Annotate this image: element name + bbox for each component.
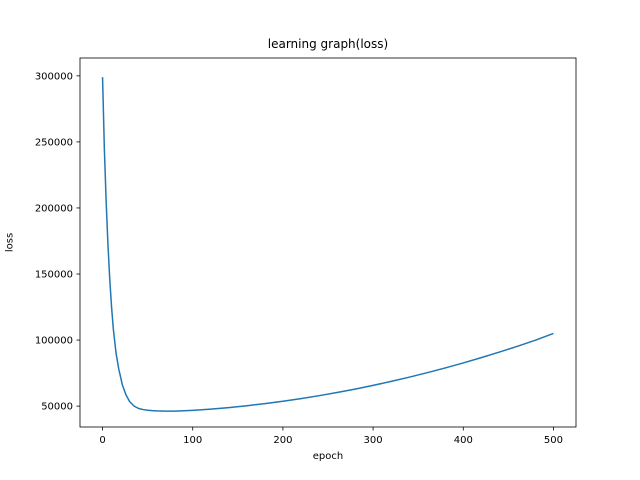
y-tick-label: 250000 (35, 137, 73, 148)
y-tick-label: 200000 (35, 203, 73, 214)
y-tick-label: 50000 (41, 402, 73, 413)
x-tick-label: 0 (99, 435, 105, 446)
x-tick-label: 400 (454, 435, 473, 446)
chart-title: learning graph(loss) (268, 37, 388, 51)
plot-frame (79, 57, 577, 428)
x-tick-label: 500 (544, 435, 563, 446)
x-tick-label: 100 (183, 435, 202, 446)
y-tick-label: 150000 (35, 270, 73, 281)
y-tick-label: 100000 (35, 336, 73, 347)
x-tick-label: 200 (273, 435, 292, 446)
axes: 0 100 200 300 400 500 50000 100000 150000 200000 2… (35, 57, 577, 446)
y-tick-label: 300000 (35, 71, 73, 82)
x-axis-label: epoch (313, 451, 343, 462)
y-axis-label: loss (5, 233, 16, 252)
series-line-0 (101, 77, 554, 412)
x-tick-label: 300 (364, 435, 383, 446)
plot-area (101, 77, 554, 412)
